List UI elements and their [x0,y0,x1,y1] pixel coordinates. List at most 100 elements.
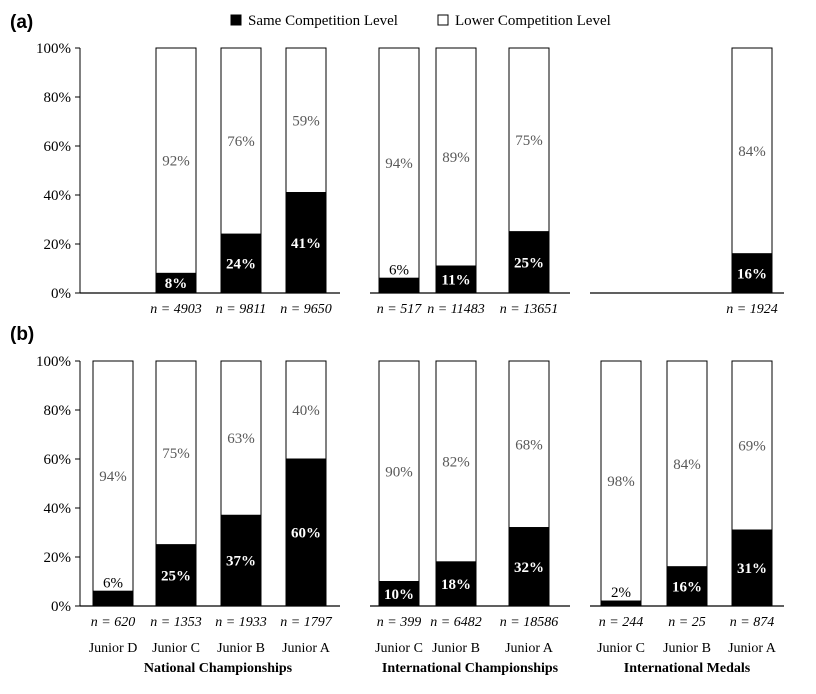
sample-size-label: n = 9650 [280,302,331,317]
data-label-same: 24% [226,257,256,273]
data-label-same: 16% [672,579,702,595]
data-label-lower: 94% [99,469,127,485]
bar-lower-level [508,360,550,529]
data-label-lower: 40% [292,403,320,419]
x-category-label: Junior A [505,641,554,656]
x-category-label: Junior B [663,641,711,656]
sample-size-label: n = 4903 [150,302,201,317]
bar-same-level [285,192,327,294]
x-category-label: Junior A [282,641,331,656]
legend-label-same: Same Competition Level [248,13,398,29]
y-tick-label: 40% [44,501,72,517]
bar-lower-level [508,47,550,233]
bar-same-level [731,253,773,294]
bar-lower-level [666,360,708,568]
data-label-same: 8% [165,276,188,292]
panel-label: (b) [10,324,34,345]
bar-same-level [508,527,550,607]
bar-lower-level [155,47,197,274]
sample-size-label: n = 13651 [500,302,558,317]
data-label-same: 11% [441,273,470,289]
bar-lower-level [285,47,327,194]
y-tick-label: 100% [36,354,71,370]
data-label-lower: 59% [292,113,320,129]
bar-same-level [435,561,477,607]
bar-lower-level [92,360,134,592]
legend-label-lower: Lower Competition Level [455,13,611,29]
bar-lower-level [435,360,477,563]
bar-lower-level [731,47,773,255]
data-label-lower: 90% [385,464,413,480]
bar-same-level [155,272,197,294]
data-label-lower: 84% [673,457,701,473]
legend-swatch-same [230,14,242,26]
data-label-same: 6% [389,262,409,278]
data-label-lower: 68% [515,437,543,453]
bar-same-level [155,544,197,607]
bar-same-level [508,231,550,294]
x-category-label: Junior A [728,641,777,656]
data-label-same: 16% [737,266,767,282]
y-tick-label: 40% [44,188,72,204]
x-group-title: National Championships [144,661,293,676]
data-label-lower: 89% [442,150,470,166]
data-label-lower: 75% [515,133,543,149]
y-tick-label: 80% [44,403,72,419]
bar-same-level [731,529,773,607]
bar-same-level [285,458,327,607]
data-label-same: 18% [441,577,471,593]
bar-same-level [378,581,420,607]
sample-size-label: n = 399 [377,615,421,630]
bar-lower-level [285,360,327,460]
data-label-lower: 98% [607,474,635,490]
y-tick-label: 20% [44,237,72,253]
data-label-same: 25% [161,568,191,584]
data-label-same: 10% [384,587,414,603]
bar-same-level [600,600,642,607]
data-label-same: 31% [737,561,767,577]
data-label-lower: 82% [442,454,470,470]
data-label-lower: 94% [385,156,413,172]
x-group-title: International Medals [624,661,751,676]
bar-lower-level [600,360,642,602]
sample-size-label: n = 244 [599,615,643,630]
x-category-label: Junior C [375,641,423,656]
bar-same-level [435,265,477,294]
data-label-same: 41% [291,236,321,252]
data-label-same: 32% [514,560,544,576]
legend-swatch-lower [437,14,449,26]
sample-size-label: n = 1924 [726,302,777,317]
data-label-same: 60% [291,526,321,542]
bar-same-level [220,514,262,607]
sample-size-label: n = 1797 [280,615,332,630]
y-tick-label: 80% [44,90,72,106]
sample-size-label: n = 9811 [216,302,266,317]
x-group-title: International Championships [382,661,559,676]
data-label-same: 25% [514,255,544,271]
data-label-same: 6% [103,575,123,591]
y-tick-label: 60% [44,139,72,155]
bar-same-level [92,590,134,607]
data-label-same: 37% [226,554,256,570]
y-tick-label: 20% [44,550,72,566]
data-label-lower: 63% [227,431,255,447]
y-tick-label: 60% [44,452,72,468]
data-label-lower: 69% [738,439,766,455]
bar-same-level [666,566,708,607]
y-tick-label: 0% [51,599,71,615]
data-label-lower: 92% [162,154,190,170]
bar-lower-level [155,360,197,546]
sample-size-label: n = 1933 [215,615,266,630]
sample-size-label: n = 11483 [427,302,484,317]
sample-size-label: n = 6482 [430,615,481,630]
sample-size-label: n = 620 [91,615,135,630]
x-category-label: Junior D [89,641,138,656]
data-label-lower: 76% [227,134,255,150]
sample-size-label: n = 18586 [500,615,558,630]
y-tick-label: 0% [51,286,71,302]
bar-same-level [378,277,420,294]
x-category-label: Junior C [152,641,200,656]
bar-lower-level [435,47,477,267]
bar-lower-level [378,360,420,582]
